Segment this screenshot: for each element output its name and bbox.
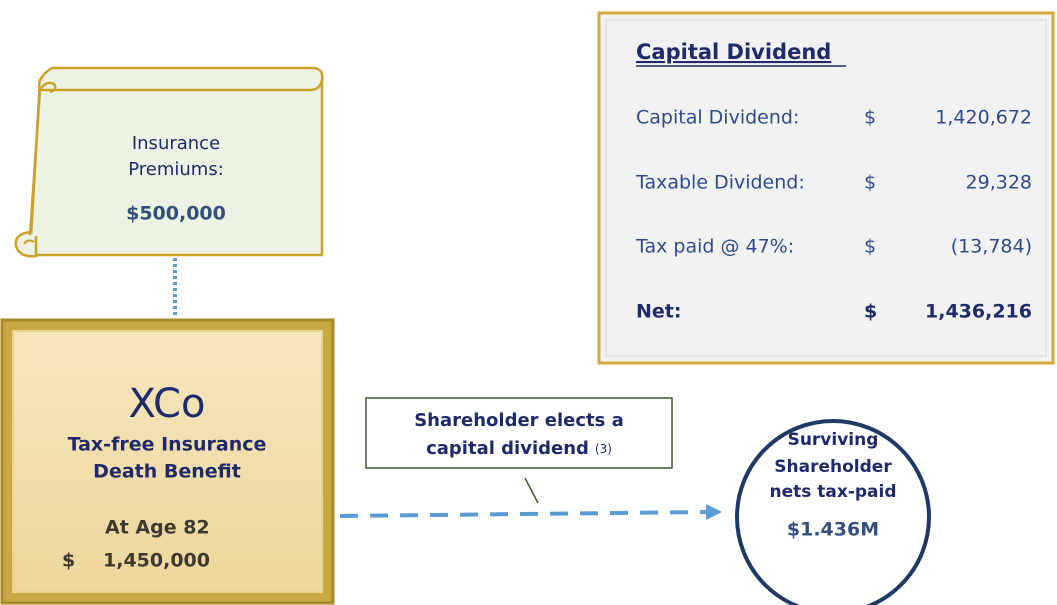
company-amount: 1,450,000 — [103, 550, 210, 572]
callout-box — [365, 397, 673, 469]
company-name: XCo — [129, 381, 206, 427]
row-label: Capital Dividend: — [636, 107, 799, 129]
row-currency: $ — [864, 107, 876, 129]
row-amount: 1,436,216 — [925, 301, 1032, 323]
result-amount: $1.436M — [787, 519, 879, 541]
row-label: Taxable Dividend: — [635, 172, 805, 194]
arrow — [339, 510, 709, 518]
row-label: Tax paid @ 47%: — [635, 236, 794, 258]
callout-text: capital dividend (3) — [426, 438, 612, 459]
row-currency: $ — [864, 301, 877, 323]
panel-inner — [605, 19, 1047, 357]
panel — [597, 11, 1055, 365]
company-benefit: Death Benefit — [93, 461, 241, 483]
company-benefit: Tax-free Insurance — [68, 434, 267, 456]
panel-title: Capital Dividend — [636, 40, 831, 64]
callout-pointer — [524, 477, 539, 504]
company-age: At Age 82 — [105, 517, 210, 539]
company-currency: $ — [62, 550, 75, 572]
scroll-label: Premiums: — [128, 159, 224, 180]
scroll-amount: $500,000 — [126, 203, 226, 225]
row-amount: (13,784) — [951, 236, 1032, 258]
result-text: Surviving — [788, 430, 879, 450]
row-amount: 1,420,672 — [935, 107, 1032, 129]
row-label: Net: — [636, 301, 681, 323]
panel-rows: Capital Dividend: $1,420,672 Taxable Divid… — [635, 107, 1032, 323]
row-currency: $ — [864, 172, 876, 194]
callout-line: capital dividend — [426, 438, 589, 459]
scroll-label: Insurance — [132, 133, 220, 154]
result-circle — [735, 419, 931, 605]
row-currency: $ — [864, 236, 876, 258]
callout-text: Shareholder elects a — [414, 410, 624, 431]
arrow-head — [706, 504, 722, 520]
row-amount: 29,328 — [966, 172, 1032, 194]
company-box-inner — [12, 330, 323, 593]
scroll — [14, 66, 324, 258]
result-text: Shareholder — [774, 457, 892, 477]
result-text: nets tax-paid — [769, 482, 896, 502]
callout-note: (3) — [595, 442, 612, 456]
